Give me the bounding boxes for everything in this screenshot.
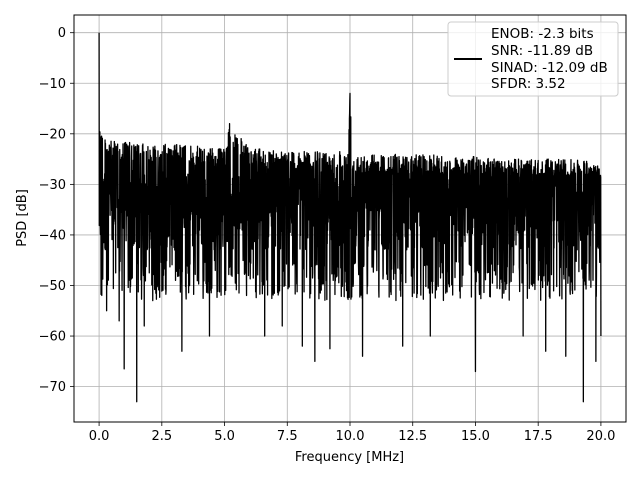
y-tick-label: −70 [39,380,66,395]
y-tick-label: −40 [39,228,66,243]
x-tick-label: 2.5 [151,429,172,444]
y-tick-label: 0 [58,26,66,41]
y-tick-label: −30 [39,178,66,193]
legend: ENOB: -2.3 bits SNR: -11.89 dB SINAD: -1… [447,21,619,97]
y-tick-label: −60 [39,330,66,345]
x-tick-label: 17.5 [524,429,553,444]
x-axis-label: Frequency [MHz] [295,450,404,465]
x-axis-ticks: 0.0 2.5 5.0 7.5 10.0 12.5 15.0 17.5 20.0 [89,422,615,444]
y-axis-label: PSD [dB] [15,189,30,247]
plot-area [98,32,602,403]
legend-enob: ENOB: -2.3 bits [491,26,594,42]
x-tick-label: 20.0 [586,429,615,444]
y-tick-label: −50 [39,279,66,294]
x-tick-label: 10.0 [336,429,365,444]
x-tick-label: 15.0 [461,429,490,444]
x-tick-label: 7.5 [277,429,298,444]
legend-box [447,21,619,97]
y-tick-label: −10 [39,77,66,92]
x-tick-label: 0.0 [89,429,110,444]
x-tick-label: 12.5 [398,429,427,444]
series-line [98,32,602,403]
legend-snr: SNR: -11.89 dB [491,43,593,59]
legend-sinad: SINAD: -12.09 dB [491,60,608,76]
x-tick-label: 5.0 [214,429,235,444]
y-axis-ticks: 0 −10 −20 −30 −40 −50 −60 −70 [39,26,74,395]
y-tick-label: −20 [39,127,66,142]
legend-sfdr: SFDR: 3.52 [491,76,566,92]
